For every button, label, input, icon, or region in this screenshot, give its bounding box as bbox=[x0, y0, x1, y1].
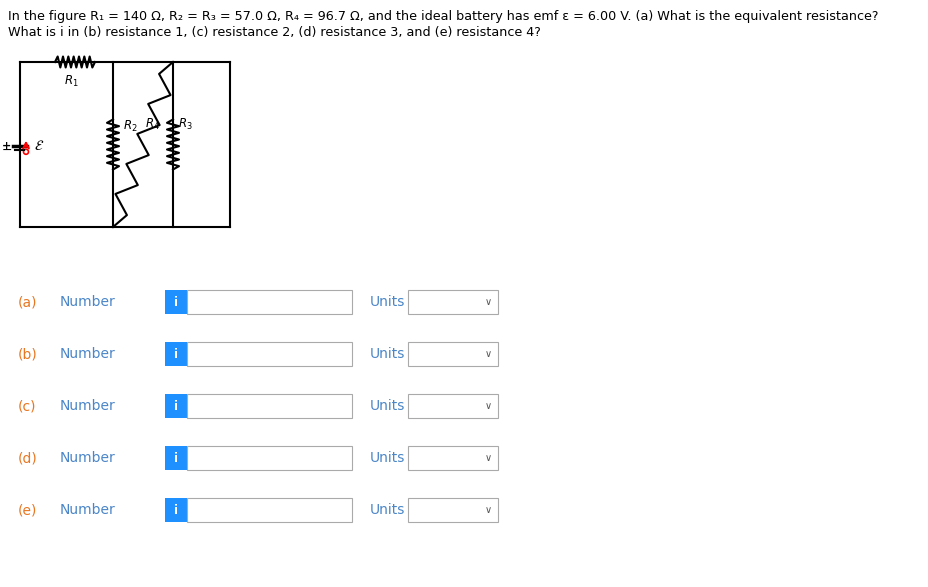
Text: ∨: ∨ bbox=[483, 349, 491, 359]
Text: What is i in (b) resistance 1, (c) resistance 2, (d) resistance 3, and (e) resis: What is i in (b) resistance 1, (c) resis… bbox=[8, 26, 540, 39]
FancyBboxPatch shape bbox=[187, 394, 352, 418]
Text: Units: Units bbox=[369, 347, 405, 361]
FancyBboxPatch shape bbox=[165, 290, 187, 314]
FancyBboxPatch shape bbox=[407, 290, 497, 314]
Text: In the figure R₁ = 140 Ω, R₂ = R₃ = 57.0 Ω, R₄ = 96.7 Ω, and the ideal battery h: In the figure R₁ = 140 Ω, R₂ = R₃ = 57.0… bbox=[8, 10, 878, 23]
FancyBboxPatch shape bbox=[187, 342, 352, 366]
Text: (b): (b) bbox=[18, 347, 38, 361]
Text: −: − bbox=[2, 144, 12, 157]
Text: $R_4$: $R_4$ bbox=[145, 117, 160, 132]
Text: Number: Number bbox=[60, 295, 116, 309]
Text: ∨: ∨ bbox=[483, 453, 491, 463]
FancyBboxPatch shape bbox=[165, 446, 187, 470]
FancyBboxPatch shape bbox=[165, 394, 187, 418]
FancyBboxPatch shape bbox=[187, 446, 352, 470]
Text: $R_1$: $R_1$ bbox=[64, 74, 78, 89]
Text: (d): (d) bbox=[18, 451, 38, 465]
Text: Units: Units bbox=[369, 503, 405, 517]
Text: Units: Units bbox=[369, 399, 405, 413]
Text: (e): (e) bbox=[18, 503, 37, 517]
FancyBboxPatch shape bbox=[165, 498, 187, 522]
Text: Units: Units bbox=[369, 451, 405, 465]
Text: Number: Number bbox=[60, 451, 116, 465]
Text: i: i bbox=[174, 400, 178, 413]
Text: $R_2$: $R_2$ bbox=[122, 119, 137, 134]
Text: (c): (c) bbox=[18, 399, 36, 413]
Text: Number: Number bbox=[60, 399, 116, 413]
Text: i: i bbox=[174, 348, 178, 360]
Text: Number: Number bbox=[60, 347, 116, 361]
Text: Number: Number bbox=[60, 503, 116, 517]
Text: +: + bbox=[3, 141, 12, 151]
FancyBboxPatch shape bbox=[407, 498, 497, 522]
Text: i: i bbox=[174, 451, 178, 464]
FancyBboxPatch shape bbox=[407, 342, 497, 366]
Text: ∨: ∨ bbox=[483, 297, 491, 307]
Text: i: i bbox=[174, 295, 178, 309]
FancyBboxPatch shape bbox=[187, 498, 352, 522]
Text: (a): (a) bbox=[18, 295, 37, 309]
Text: Units: Units bbox=[369, 295, 405, 309]
FancyBboxPatch shape bbox=[165, 342, 187, 366]
Text: i: i bbox=[174, 504, 178, 517]
FancyBboxPatch shape bbox=[187, 290, 352, 314]
Text: ∨: ∨ bbox=[483, 401, 491, 411]
Text: $\mathcal{E}$: $\mathcal{E}$ bbox=[34, 139, 45, 153]
Text: ∨: ∨ bbox=[483, 505, 491, 515]
Text: $R_3$: $R_3$ bbox=[178, 117, 192, 132]
FancyBboxPatch shape bbox=[407, 446, 497, 470]
FancyBboxPatch shape bbox=[407, 394, 497, 418]
